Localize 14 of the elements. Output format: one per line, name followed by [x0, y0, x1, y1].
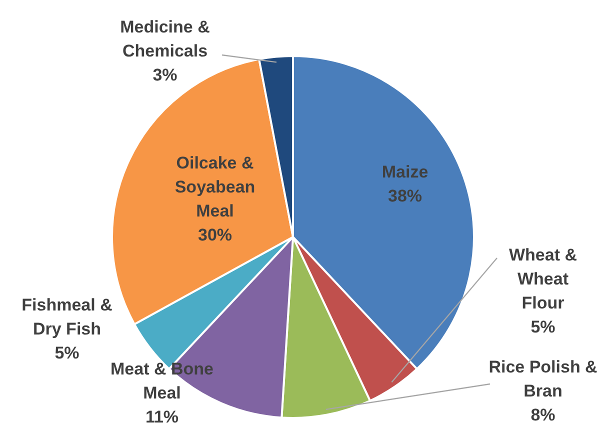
data-label: 8% [530, 406, 556, 425]
slice-label: Medicine & Chemicals [120, 18, 210, 61]
slice-label: Meat & Bone Meal [110, 360, 214, 403]
slice-label: Maize [382, 162, 428, 182]
data-label: 11% [145, 408, 179, 427]
data-label: 38% [388, 186, 422, 206]
slice-label: Wheat & Wheat Flour [509, 246, 577, 313]
data-label: 5% [54, 344, 80, 363]
slice-label: Rice Polish & Bran [488, 358, 598, 401]
data-label: 30% [198, 226, 232, 245]
data-label: 5% [530, 318, 556, 337]
slice-label: Oilcake & Soyabean Meal [174, 154, 256, 221]
data-label: 3% [152, 66, 178, 85]
slice-label: Fishmeal & Dry Fish [22, 296, 112, 339]
